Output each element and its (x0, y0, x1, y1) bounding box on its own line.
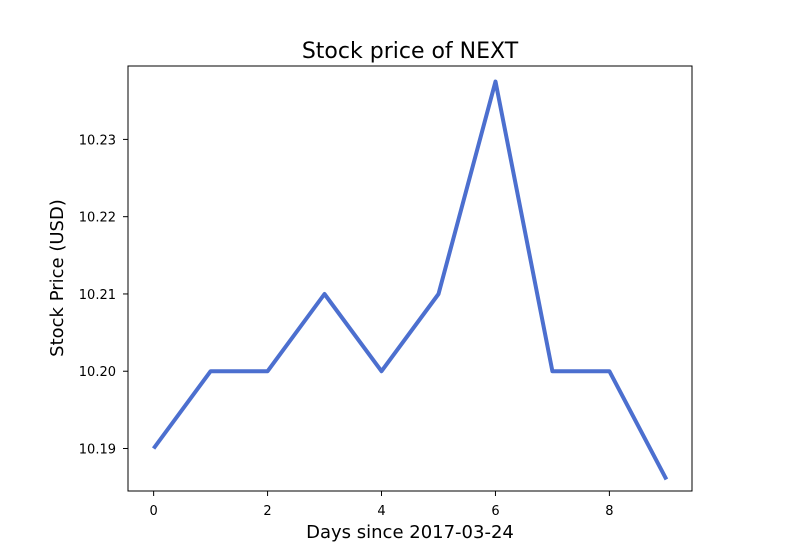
y-axis: 10.19 10.20 10.21 10.22 10.23 (79, 133, 128, 458)
y-axis-label: Stock Price (USD) (47, 199, 68, 357)
x-tick-label: 0 (149, 504, 157, 519)
y-tick-label: 10.23 (79, 133, 116, 148)
y-tick-label: 10.19 (79, 443, 116, 458)
x-tick-label: 6 (491, 504, 499, 519)
y-tick-label: 10.21 (79, 288, 116, 303)
x-axis: 0 2 4 6 8 (149, 491, 614, 519)
x-axis-label: Days since 2017-03-24 (306, 522, 514, 543)
series-line (151, 79, 669, 481)
y-tick-label: 10.22 (79, 211, 116, 226)
x-tick-label: 8 (605, 504, 613, 519)
y-tick-label: 10.20 (79, 365, 116, 380)
plot-frame (127, 65, 693, 492)
x-tick-label: 2 (263, 504, 271, 519)
chart-title: Stock price of NEXT (302, 39, 519, 64)
x-tick-label: 4 (377, 504, 385, 519)
